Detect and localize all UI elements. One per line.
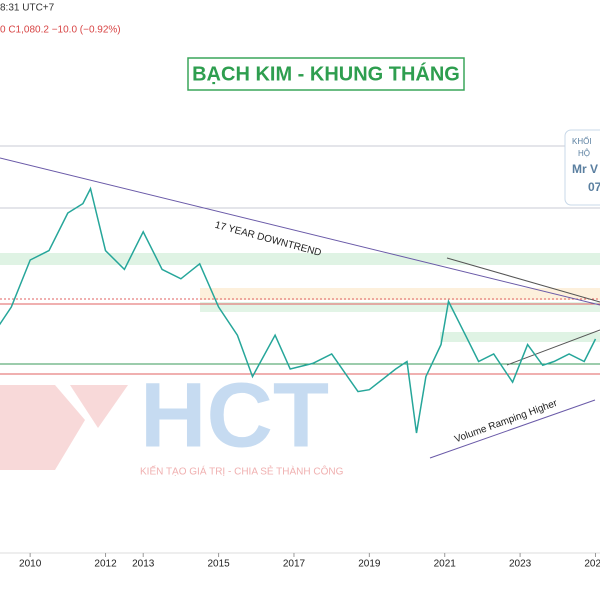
x-tick-label: 2025: [584, 559, 600, 570]
logo-text: HCT: [140, 364, 329, 466]
x-tick-label: 2023: [509, 559, 532, 570]
x-tick-label: 2021: [434, 559, 457, 570]
x-tick-label: 2013: [132, 559, 155, 570]
card-text: Mr V: [572, 162, 598, 176]
arrow: [429, 399, 596, 459]
card-text: KHỐI: [572, 136, 592, 146]
card-text: 07: [588, 180, 600, 194]
zone: [200, 302, 600, 312]
x-tick-label: 2012: [94, 559, 117, 570]
axis-band: [0, 553, 600, 600]
zone: [0, 253, 600, 265]
x-tick-label: 2019: [358, 559, 381, 570]
x-tick-label: 2015: [207, 559, 230, 570]
x-tick-label: 2010: [19, 559, 42, 570]
zone: [440, 332, 600, 342]
logo-mark: [0, 385, 85, 470]
quote: 0 C1,080.2 −10.0 (−0.92%): [0, 25, 121, 36]
logo-slogan: KIẾN TẠO GIÁ TRỊ - CHIA SẺ THÀNH CÔNG: [140, 465, 344, 478]
price-line: [0, 186, 597, 434]
x-tick-label: 2017: [283, 559, 306, 570]
card: [564, 129, 600, 206]
triangle-line: [446, 257, 600, 303]
card-text: HỘ: [578, 149, 590, 158]
title-box: [187, 57, 465, 91]
trend-line: [0, 157, 600, 306]
zone: [200, 288, 600, 300]
logo-mark: [70, 385, 128, 428]
time: 8:31 UTC+7: [0, 3, 55, 14]
chart-title: BẠCH KIM - KHUNG THÁNG: [192, 62, 460, 85]
